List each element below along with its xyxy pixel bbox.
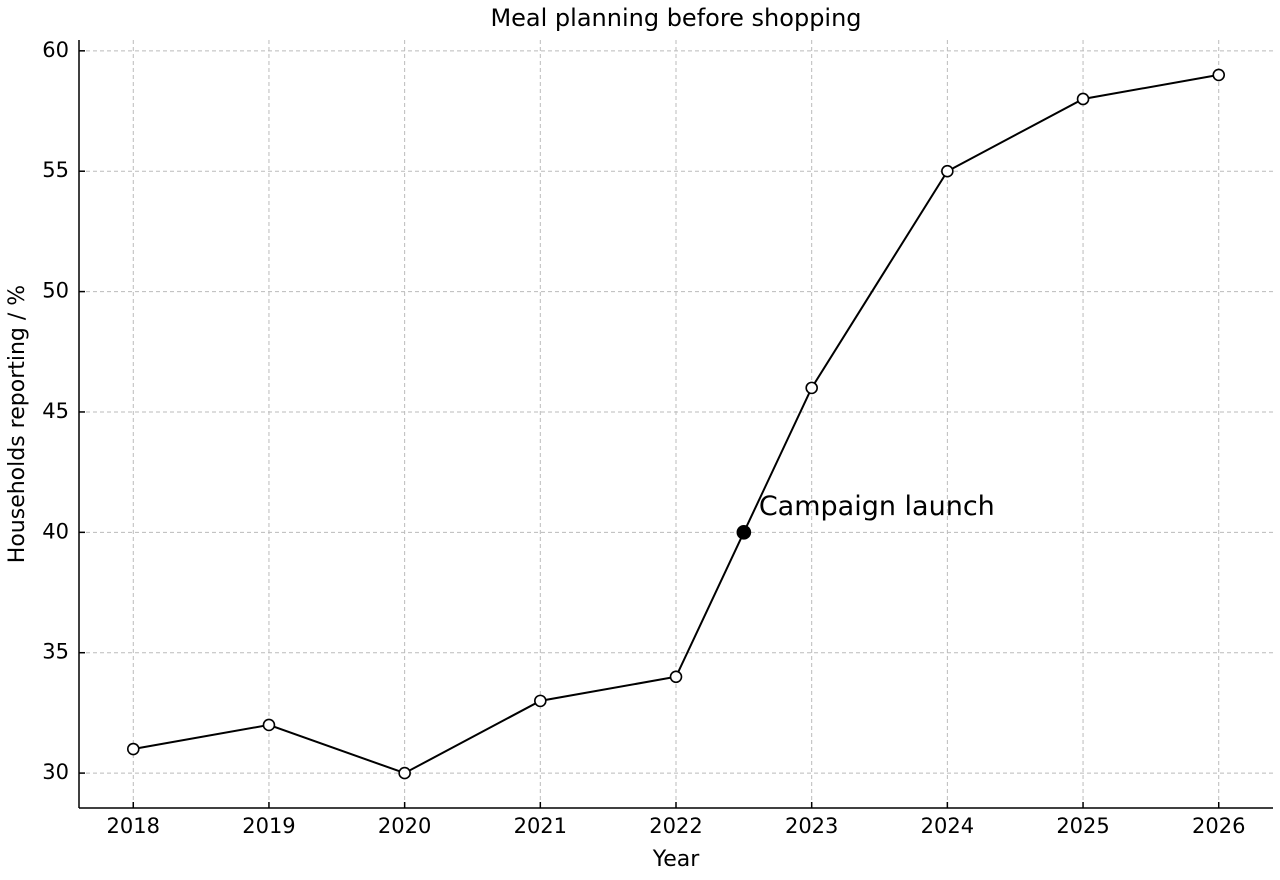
x-tick-label: 2018 (107, 814, 160, 838)
y-tick-label: 55 (42, 158, 69, 182)
x-tick-label: 2021 (514, 814, 567, 838)
marker (805, 381, 818, 395)
y-tick-label: 45 (42, 399, 69, 423)
marker (736, 525, 752, 540)
y-tick-label: 50 (42, 279, 69, 303)
marker (262, 718, 276, 732)
marker (1076, 92, 1090, 106)
y-tick-label: 30 (42, 760, 69, 784)
x-tick-label: 2025 (1056, 814, 1109, 838)
marker (1212, 68, 1226, 82)
x-tick-label: 2026 (1192, 814, 1245, 838)
marker (398, 766, 411, 780)
y-tick-label: 40 (42, 519, 69, 543)
chart-title: Meal planning before shopping (490, 4, 861, 32)
x-tick-label: 2024 (921, 814, 974, 838)
marker (126, 742, 140, 756)
line (133, 73, 1219, 775)
x-tick-label: 2019 (242, 814, 295, 838)
marker (941, 164, 954, 178)
y-tick-label: 60 (42, 38, 69, 62)
x-tick-label: 2022 (649, 814, 702, 838)
y-axis-label: Households reporting / % (5, 285, 30, 563)
x-tick-label: 2023 (785, 814, 838, 838)
x-axis-label: Year (652, 847, 701, 872)
y-tick-label: 35 (42, 640, 69, 664)
marker (534, 694, 547, 708)
annotation: Campaign launch (759, 491, 995, 522)
x-tick-label: 2020 (378, 814, 431, 838)
marker (669, 670, 683, 684)
